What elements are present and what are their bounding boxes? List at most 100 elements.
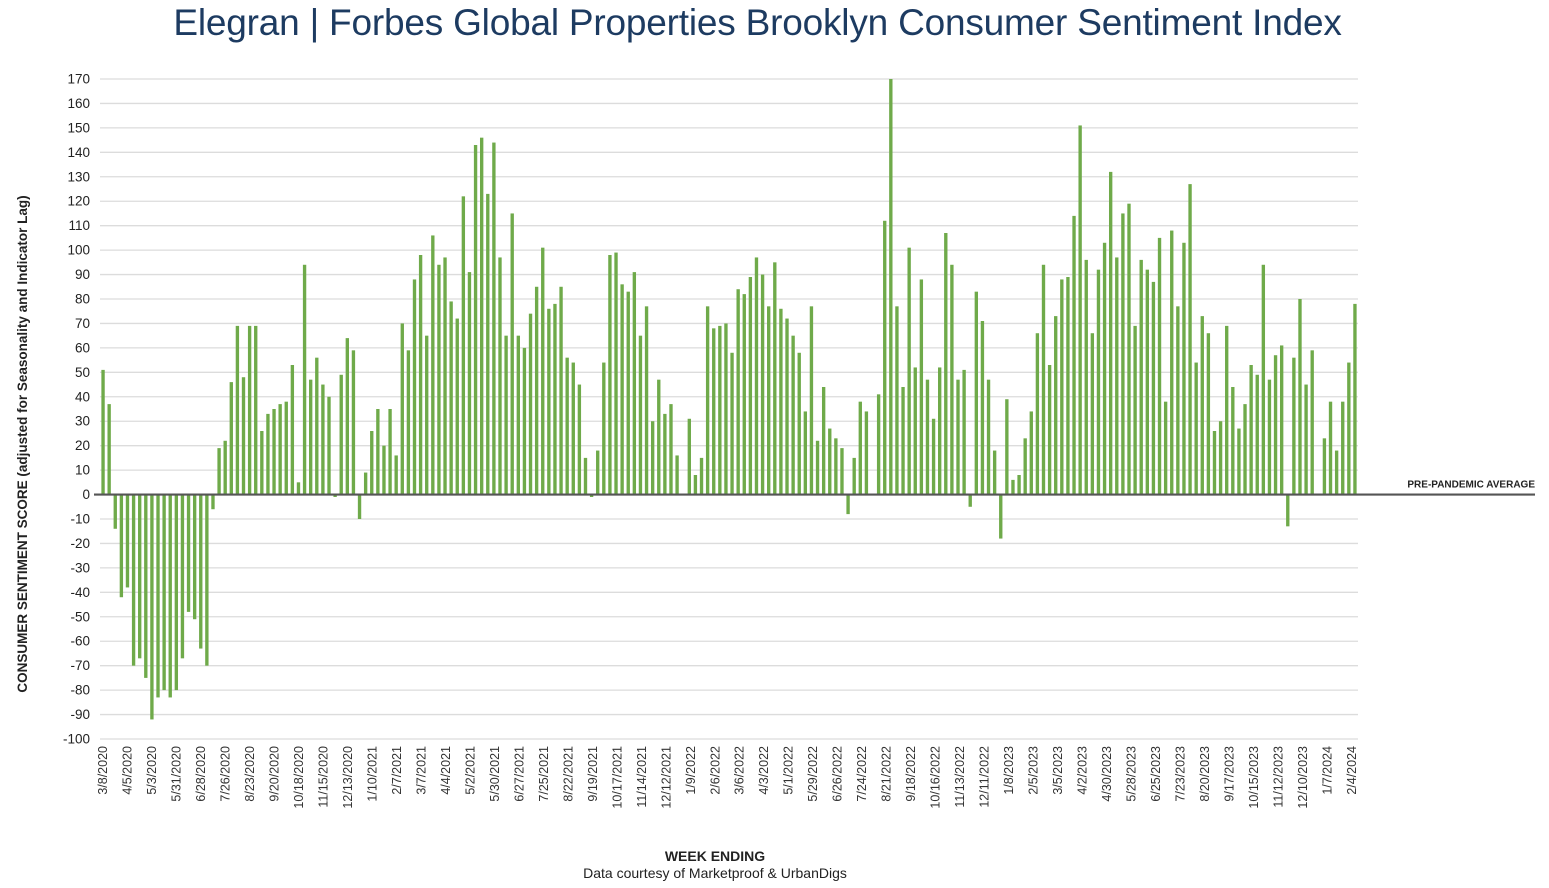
bar bbox=[589, 494, 594, 497]
bar bbox=[192, 494, 197, 620]
bar bbox=[412, 279, 417, 495]
bar bbox=[895, 306, 899, 495]
bar bbox=[602, 362, 606, 495]
x-tick-label: 2/7/2021 bbox=[390, 746, 404, 795]
bar bbox=[632, 272, 637, 495]
bar bbox=[1163, 401, 1168, 495]
x-tick-label: 9/19/2021 bbox=[586, 746, 600, 802]
bar bbox=[614, 252, 618, 495]
y-tick-label: 20 bbox=[75, 438, 90, 453]
bar bbox=[186, 494, 191, 612]
bar bbox=[449, 301, 453, 495]
bar bbox=[565, 357, 569, 495]
bar bbox=[687, 418, 691, 495]
bar bbox=[382, 445, 386, 495]
y-tick-label: 30 bbox=[75, 414, 90, 429]
bar bbox=[1334, 450, 1339, 495]
bar bbox=[1029, 411, 1033, 495]
bar bbox=[773, 262, 777, 495]
y-tick-label: -10 bbox=[70, 512, 90, 527]
bar bbox=[1084, 259, 1088, 495]
bar bbox=[394, 455, 398, 495]
title-subtitle: Brooklyn Consumer Sentiment Index bbox=[745, 2, 1342, 43]
bar bbox=[498, 257, 502, 495]
bar bbox=[1011, 479, 1015, 495]
x-tick-label: 4/2/2023 bbox=[1076, 746, 1090, 795]
bar bbox=[693, 475, 698, 495]
bar bbox=[504, 335, 508, 495]
bar bbox=[1108, 171, 1113, 495]
bar bbox=[669, 404, 673, 495]
x-tick-label: 11/15/2020 bbox=[316, 746, 330, 808]
bar bbox=[528, 313, 533, 495]
bar bbox=[479, 137, 484, 495]
bar bbox=[406, 350, 411, 495]
bar bbox=[596, 450, 600, 495]
bar bbox=[321, 384, 325, 495]
y-tick-label: 0 bbox=[82, 487, 90, 502]
bar bbox=[1341, 401, 1345, 495]
y-tick-label: -30 bbox=[70, 560, 90, 575]
bar bbox=[1249, 365, 1253, 495]
y-tick-label: 50 bbox=[75, 365, 90, 380]
x-tick-label: 3/5/2023 bbox=[1051, 746, 1065, 795]
bar bbox=[107, 404, 111, 495]
bar bbox=[1121, 213, 1125, 495]
x-tick-label: 4/4/2021 bbox=[439, 746, 453, 795]
bar bbox=[162, 494, 166, 691]
x-tick-label: 6/27/2021 bbox=[512, 746, 526, 802]
bar bbox=[638, 335, 643, 495]
bar bbox=[828, 428, 832, 495]
data-credit: Data courtesy of Marketproof & UrbanDigs bbox=[583, 865, 847, 881]
bar bbox=[1090, 333, 1095, 495]
bar bbox=[626, 291, 630, 495]
bar bbox=[125, 494, 130, 588]
bar bbox=[247, 325, 252, 495]
bar bbox=[1310, 350, 1314, 495]
bar bbox=[211, 494, 215, 510]
bar bbox=[858, 401, 862, 495]
bar bbox=[950, 264, 954, 495]
bar bbox=[168, 494, 172, 698]
bar bbox=[205, 494, 209, 666]
bar bbox=[699, 457, 704, 495]
bar bbox=[284, 401, 288, 495]
bar bbox=[1182, 242, 1186, 495]
y-tick-label: -70 bbox=[70, 658, 90, 673]
bar bbox=[541, 247, 545, 495]
bar bbox=[315, 357, 319, 495]
bar bbox=[1066, 277, 1070, 495]
x-tick-label: 5/30/2021 bbox=[488, 746, 502, 802]
bar bbox=[840, 448, 844, 495]
x-tick-label: 4/30/2023 bbox=[1100, 746, 1114, 802]
bar bbox=[467, 272, 472, 495]
y-tick-label: 120 bbox=[67, 194, 90, 209]
x-tick-label: 10/15/2023 bbox=[1247, 746, 1261, 809]
bar bbox=[290, 365, 295, 495]
y-tick-label: -80 bbox=[70, 683, 90, 698]
gridlines bbox=[100, 78, 1358, 740]
bar bbox=[1200, 316, 1204, 495]
bar bbox=[1127, 203, 1131, 495]
y-tick-label: 140 bbox=[67, 145, 90, 160]
bar bbox=[559, 286, 563, 495]
bar bbox=[986, 379, 991, 495]
x-tick-label: 4/3/2022 bbox=[757, 746, 771, 795]
bar bbox=[907, 247, 911, 495]
y-tick-label: -100 bbox=[63, 732, 90, 747]
bar bbox=[705, 306, 710, 495]
bar bbox=[333, 494, 337, 497]
bar bbox=[925, 379, 930, 495]
x-tick-label: 7/24/2022 bbox=[855, 746, 869, 802]
bar bbox=[852, 457, 856, 495]
x-tick-label: 10/17/2021 bbox=[610, 746, 624, 809]
y-tick-label: 170 bbox=[67, 72, 90, 87]
x-tick-label: 5/1/2022 bbox=[782, 746, 796, 795]
x-tick-label: 12/10/2023 bbox=[1296, 746, 1310, 809]
bar bbox=[577, 384, 582, 495]
x-tick-label: 5/29/2022 bbox=[806, 746, 820, 802]
bar bbox=[1279, 345, 1284, 495]
bar bbox=[1145, 269, 1149, 495]
y-tick-label: 130 bbox=[67, 169, 90, 184]
bar bbox=[510, 213, 514, 495]
